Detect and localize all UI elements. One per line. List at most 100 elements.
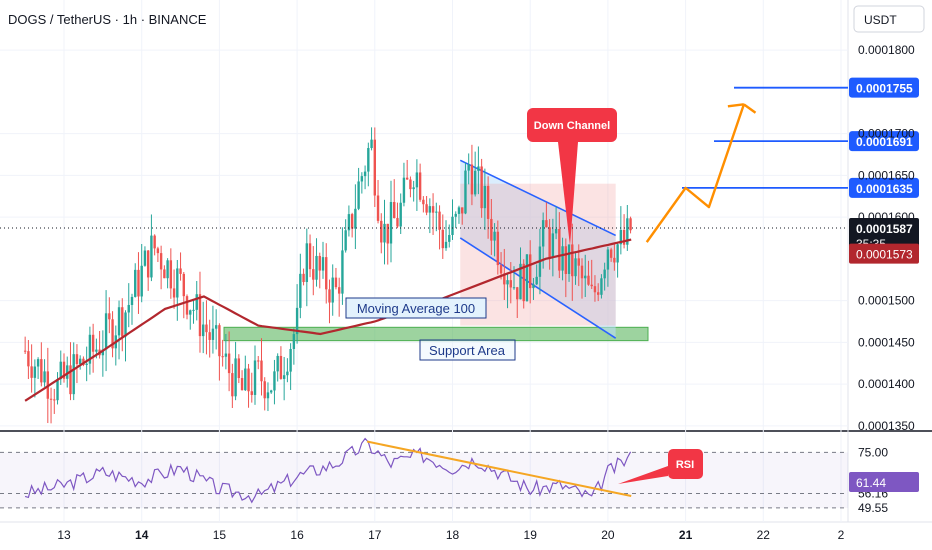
- candle-body: [250, 391, 253, 395]
- candle-body: [363, 171, 367, 177]
- target-level-tag: [849, 131, 919, 152]
- candle-body: [606, 249, 610, 270]
- candle-body: [490, 218, 493, 241]
- candle-body: [134, 269, 137, 297]
- candle-body: [218, 325, 221, 357]
- candle-body: [389, 202, 393, 244]
- candle-body: [409, 179, 412, 190]
- time-tick-label: 20: [601, 528, 615, 542]
- candle-body: [561, 246, 564, 271]
- candle-body: [53, 399, 56, 401]
- candle-body: [318, 255, 321, 271]
- candle-body: [299, 273, 302, 308]
- candle-body: [499, 265, 503, 274]
- candle-body: [227, 353, 231, 374]
- candle-body: [166, 260, 169, 279]
- currency-button[interactable]: USDT: [853, 5, 925, 33]
- candle-body: [59, 361, 62, 380]
- candle-body: [91, 334, 95, 352]
- candle-body: [208, 332, 211, 340]
- candle-body: [192, 309, 195, 311]
- candle-body: [551, 233, 555, 258]
- price-axis[interactable]: 0.00018000.00017000.00016500.00016000.00…: [849, 43, 919, 515]
- price-tick-label: 0.0001400: [858, 377, 915, 391]
- candle-body: [567, 244, 571, 274]
- candle-body: [234, 358, 237, 397]
- candle-body: [40, 359, 43, 383]
- candle-body: [425, 204, 428, 213]
- candle-body: [545, 220, 548, 228]
- candle-body: [224, 353, 228, 357]
- rsi-value-tag: [849, 471, 919, 492]
- candle-body: [580, 265, 584, 279]
- candle-body: [609, 249, 613, 258]
- candle-body: [130, 296, 134, 305]
- support-label-box: [419, 339, 516, 361]
- candle-body: [532, 284, 535, 289]
- candle-body: [619, 229, 623, 245]
- candle-body: [221, 356, 224, 358]
- candle-body: [43, 371, 46, 383]
- candle-body: [444, 241, 448, 249]
- candle-body: [286, 371, 289, 376]
- target-levels: 0.00017550.00016910.00016350.000158735:3…: [0, 77, 919, 264]
- candle-body: [506, 280, 509, 285]
- candle-body: [454, 213, 457, 217]
- candle-body: [308, 243, 312, 270]
- rsi-callout-label: RSI: [676, 459, 694, 471]
- candle-body: [529, 254, 532, 289]
- candle-body: [315, 255, 318, 280]
- candle-body: [205, 324, 208, 333]
- candle-body: [467, 164, 470, 171]
- candle-body: [509, 280, 512, 288]
- time-axis[interactable]: 13 14 15 16 17 18 19 20 21 22 2: [57, 528, 844, 542]
- candle-body: [412, 187, 415, 190]
- candle-body: [577, 258, 580, 266]
- candle-body: [153, 235, 156, 249]
- candle-body: [202, 324, 205, 337]
- candle-body: [72, 354, 75, 395]
- candle-body: [117, 307, 121, 336]
- candle-body: [263, 381, 266, 399]
- candle-body: [276, 355, 279, 372]
- candle-body: [85, 363, 88, 365]
- candle-body: [448, 234, 451, 242]
- projection-arrowhead-left: [727, 103, 745, 108]
- time-tick-label: 18: [446, 528, 460, 542]
- candle-body: [182, 273, 185, 297]
- rsi-tick-label: 49.55: [858, 501, 888, 515]
- target-level-label: 0.0001691: [856, 135, 913, 149]
- candle-body: [88, 334, 92, 364]
- candle-body: [373, 139, 376, 196]
- candle-body: [503, 273, 506, 285]
- candle-body: [380, 220, 383, 243]
- candle-body: [121, 307, 124, 337]
- candle-body: [237, 358, 241, 379]
- candle-body: [273, 371, 276, 391]
- candle-body: [124, 312, 127, 337]
- candle-body: [376, 195, 380, 221]
- target-level-label: 0.0001755: [856, 82, 913, 96]
- candle-body: [30, 366, 33, 378]
- candle-body: [302, 273, 305, 283]
- candle-body: [451, 216, 454, 235]
- candle-body: [260, 360, 263, 382]
- candle-body: [156, 248, 160, 254]
- candle-body: [370, 139, 373, 149]
- candle-body: [483, 185, 487, 209]
- candle-body: [354, 208, 357, 229]
- price-tick-label: 0.0001350: [858, 419, 915, 433]
- down-channel-callout: [527, 108, 617, 142]
- candle-body: [600, 278, 603, 295]
- candle-body: [393, 202, 396, 219]
- last-price-label: 0.0001587: [856, 222, 913, 236]
- down-channel-pointer: [558, 142, 578, 246]
- candle-body: [75, 354, 79, 365]
- projection-arrowhead-right: [743, 103, 757, 114]
- candle-body: [548, 227, 551, 258]
- candle-body: [399, 202, 402, 227]
- candle-body: [176, 268, 179, 298]
